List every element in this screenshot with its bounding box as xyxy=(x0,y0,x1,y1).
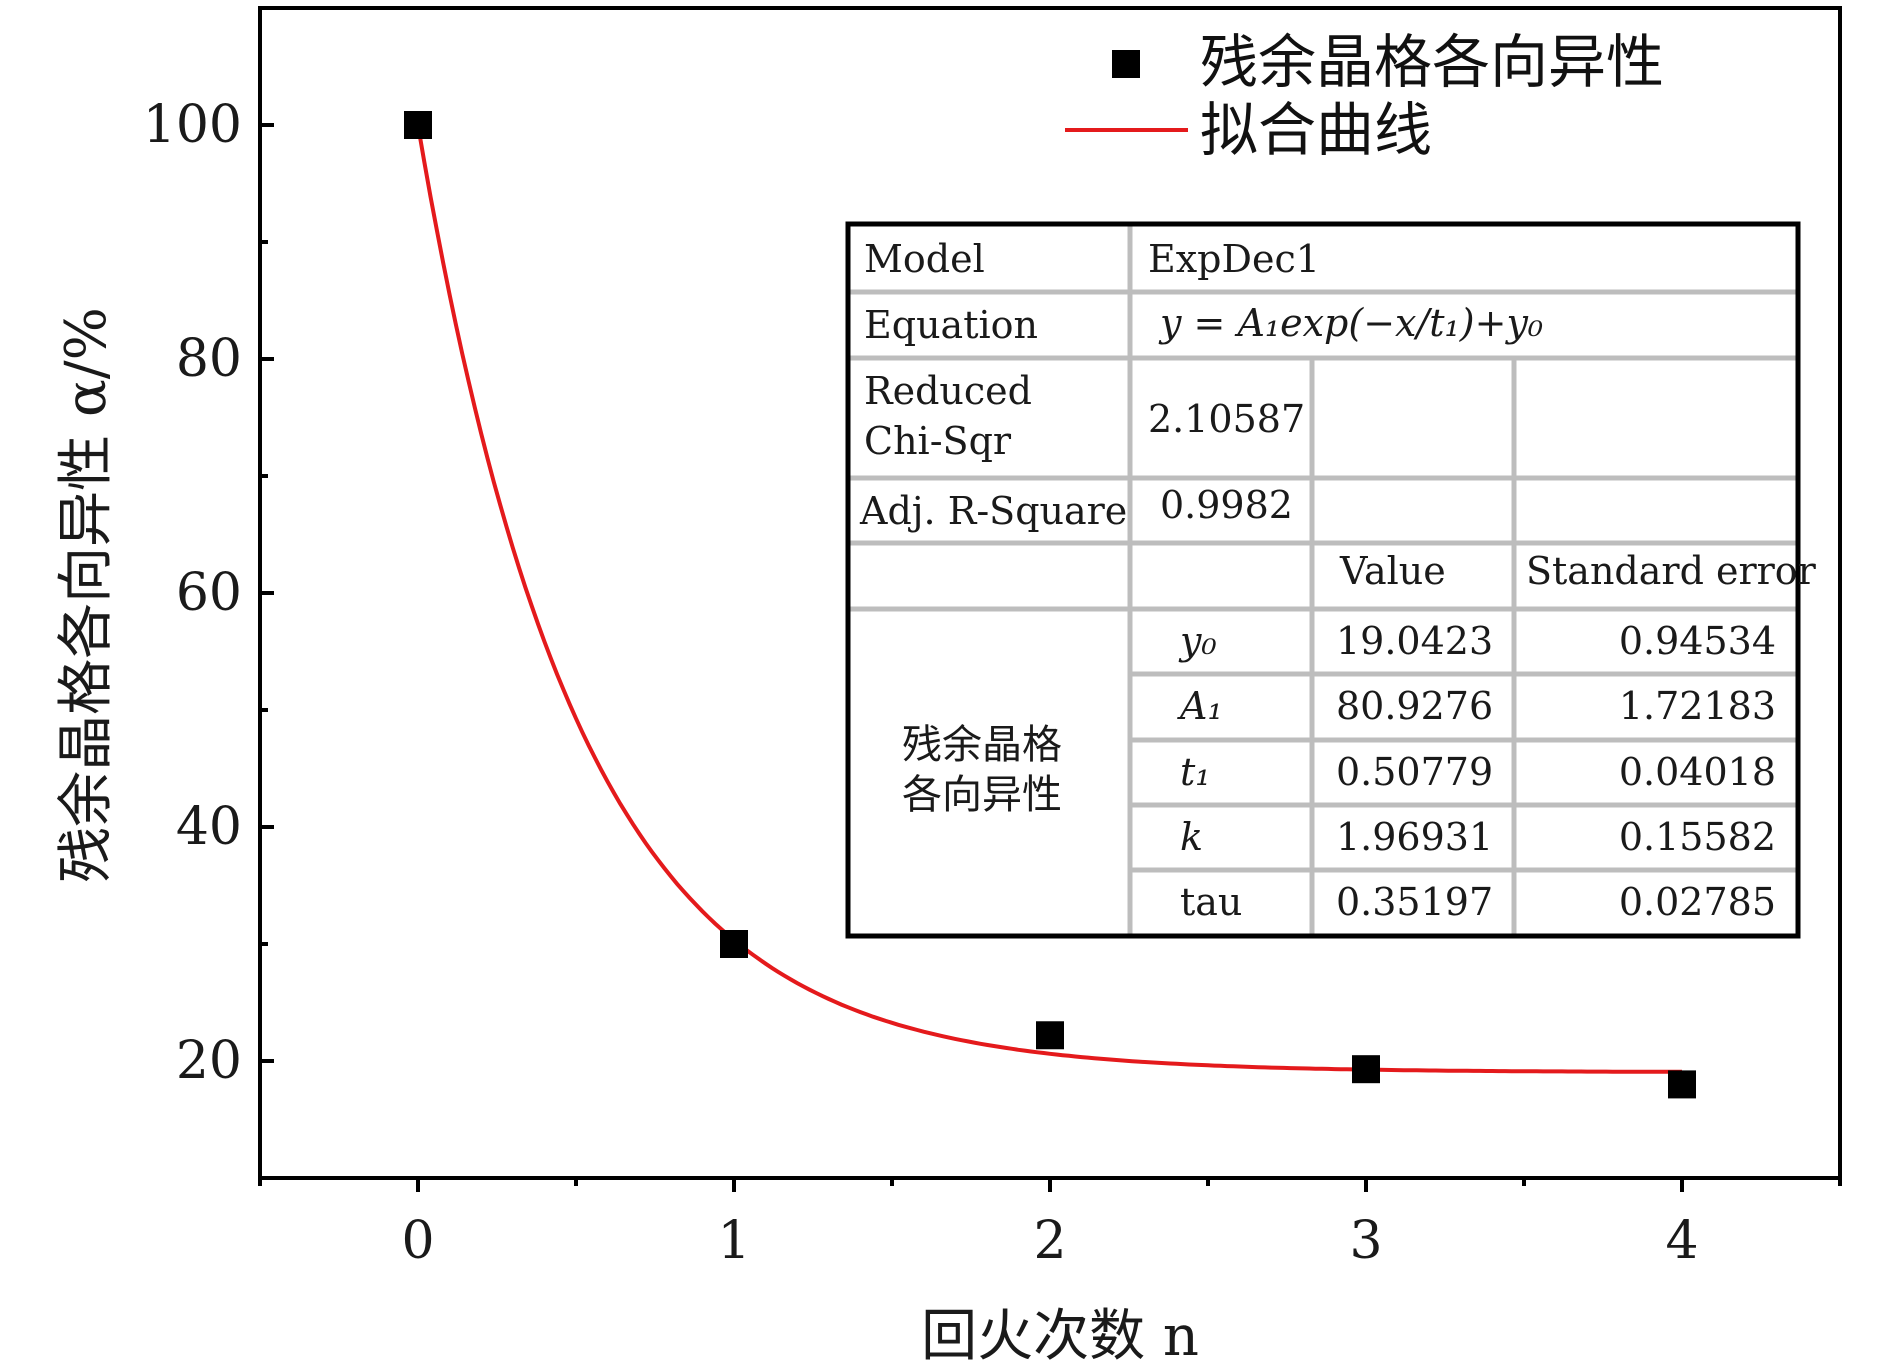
data-point xyxy=(1036,1021,1064,1050)
fit-parameter-rows: y₀ 19.0423 0.94534 A₁ 80.9276 1.72183 t₁ 0.5077… xyxy=(1177,619,1776,924)
legend: 残余晶格各向异性 拟合曲线 xyxy=(1065,28,1664,164)
y-tick-label: 40 xyxy=(176,797,242,857)
data-point xyxy=(1352,1055,1380,1084)
model-value: ExpDec1 xyxy=(1148,237,1320,281)
y-tick-label: 80 xyxy=(176,329,242,389)
y-tick-label: 100 xyxy=(143,95,242,155)
param-value: 0.50779 xyxy=(1336,750,1493,794)
value-header: Value xyxy=(1339,549,1446,593)
group-label-1: 残余晶格 xyxy=(902,722,1062,768)
param-name: t₁ xyxy=(1180,750,1211,794)
fit-table-border xyxy=(845,221,1801,939)
data-points xyxy=(404,111,1696,1099)
error-header: Standard error xyxy=(1526,549,1817,593)
x-tick-label: 1 xyxy=(717,1211,750,1271)
r2-label: Adj. R-Square xyxy=(859,489,1127,533)
data-point xyxy=(404,111,432,139)
group-label-2: 各向异性 xyxy=(902,772,1062,818)
chi-label-2: Chi-Sqr xyxy=(864,419,1012,463)
param-error: 0.15582 xyxy=(1619,815,1776,859)
param-error: 0.02785 xyxy=(1619,880,1776,924)
y-axis: 20 40 60 80 100 xyxy=(143,6,274,1180)
y-tick-label: 60 xyxy=(176,563,242,623)
param-error: 1.72183 xyxy=(1619,684,1776,728)
x-tick-label: 0 xyxy=(401,1211,434,1271)
equation-label: Equation xyxy=(864,303,1038,347)
fit-table-grid xyxy=(848,224,1798,936)
y-tick-label: 20 xyxy=(176,1031,242,1091)
fit-curve-line xyxy=(416,125,1682,1074)
param-name: k xyxy=(1180,815,1203,859)
param-value: 0.35197 xyxy=(1336,880,1493,924)
x-tick-label: 4 xyxy=(1665,1211,1698,1271)
param-name: y₀ xyxy=(1178,619,1217,663)
param-name: tau xyxy=(1180,880,1242,924)
model-label: Model xyxy=(864,237,985,281)
x-tick-label: 3 xyxy=(1349,1211,1382,1271)
r2-value: 0.9982 xyxy=(1160,483,1293,527)
param-error: 0.04018 xyxy=(1619,750,1776,794)
x-axis: 0 1 2 3 4 xyxy=(258,1178,1842,1271)
x-axis-title: 回火次数 n xyxy=(921,1304,1199,1369)
fit-table: Model ExpDec1 Equation y = A₁exp(−x/t₁)+… xyxy=(845,221,1817,939)
param-value: 1.96931 xyxy=(1336,815,1493,859)
param-name: A₁ xyxy=(1177,684,1223,728)
data-point xyxy=(720,930,748,958)
param-value: 19.0423 xyxy=(1336,619,1493,663)
param-value: 80.9276 xyxy=(1336,684,1493,728)
x-tick-label: 2 xyxy=(1033,1211,1066,1271)
chi-label-1: Reduced xyxy=(864,369,1032,413)
param-error: 0.94534 xyxy=(1619,619,1776,663)
y-axis-title: 残余晶格各向异性 α/% xyxy=(54,307,119,883)
legend-label-fit: 拟合曲线 xyxy=(1200,96,1432,164)
equation-value: y = A₁exp(−x/t₁)+y₀ xyxy=(1158,301,1543,345)
fit-table-background xyxy=(848,224,1798,936)
data-point xyxy=(1668,1070,1696,1099)
legend-label-points: 残余晶格各向异性 xyxy=(1200,28,1664,96)
chi-value: 2.10587 xyxy=(1148,397,1305,441)
legend-marker-points xyxy=(1112,50,1140,78)
